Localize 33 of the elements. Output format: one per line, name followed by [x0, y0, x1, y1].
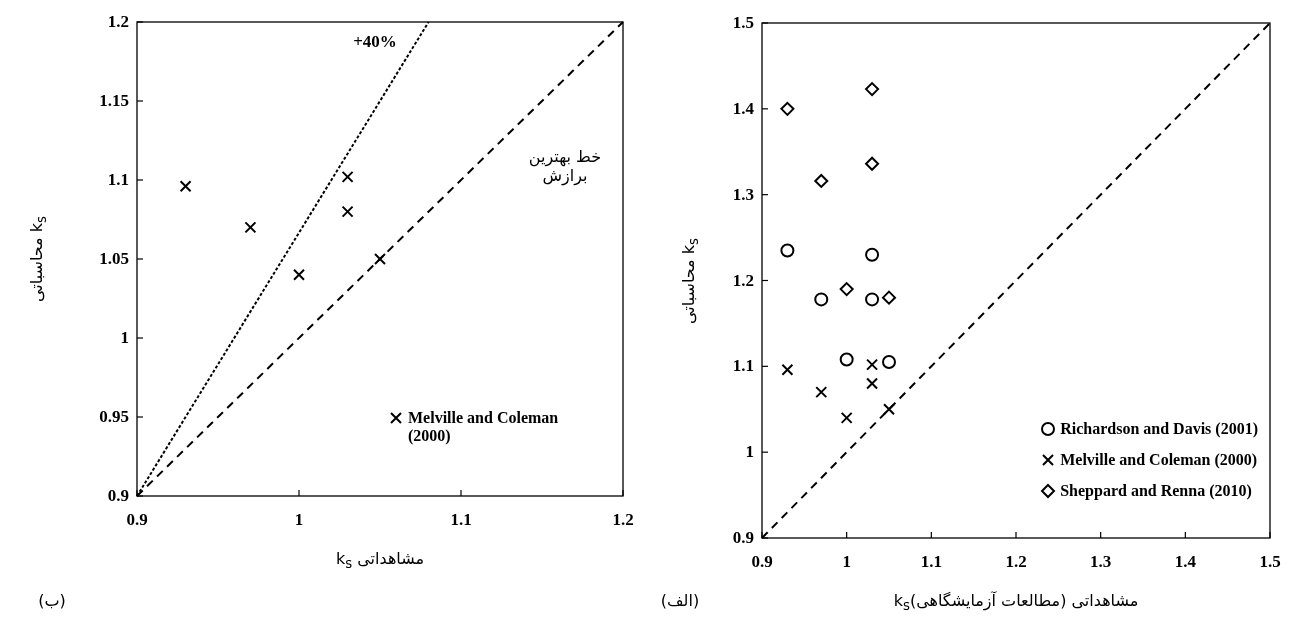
y-tick-label: 1.4: [732, 98, 754, 119]
y-tick-label: 1.05: [99, 249, 129, 269]
y-tick-label: 0.9: [107, 486, 129, 506]
y-tick-label: 1.1: [732, 356, 754, 377]
text: (ب): [38, 590, 66, 610]
text: (الف): [660, 590, 700, 610]
x-tick-label: 0.9: [751, 552, 773, 572]
legend-label: Melville and Coleman (2000): [1060, 451, 1258, 469]
y-tick-label: 0.95: [99, 407, 129, 427]
y-tick-label: 1: [745, 442, 754, 463]
y-tick-label: 1.2: [732, 270, 754, 291]
x-tick-label: 1: [842, 552, 851, 572]
y-tick-label: 0.9: [732, 528, 754, 548]
x-tick-label: 1.2: [612, 510, 634, 530]
x-tick-label: 1: [294, 510, 304, 530]
x-tick-label: 1.5: [1259, 552, 1281, 572]
x-tick-label: 1.4: [1174, 552, 1196, 572]
x-tick-label: 1.3: [1090, 552, 1112, 572]
x-tick-label: 1.2: [1005, 552, 1027, 572]
y-tick-label: 1.1: [107, 170, 129, 190]
annotation: خط بهترین برازش: [527, 147, 603, 185]
legend-label: Richardson and Davis (2001): [1060, 420, 1258, 438]
legend-label: Sheppard and Renna (2010): [1060, 482, 1252, 500]
annotation: +40%: [353, 32, 397, 52]
y-tick-label: 1: [120, 328, 129, 348]
x-tick-label: 0.9: [126, 510, 148, 530]
legend-label: Melville and Coleman (2000): [408, 409, 560, 445]
y-tick-label: 1.5: [732, 13, 754, 33]
y-tick-label: 1.3: [732, 184, 754, 205]
x-tick-label: 1.1: [920, 552, 942, 572]
y-tick-label: 1.15: [99, 91, 129, 111]
y-tick-label: 1.2: [107, 12, 129, 32]
x-tick-label: 1.1: [450, 510, 472, 530]
